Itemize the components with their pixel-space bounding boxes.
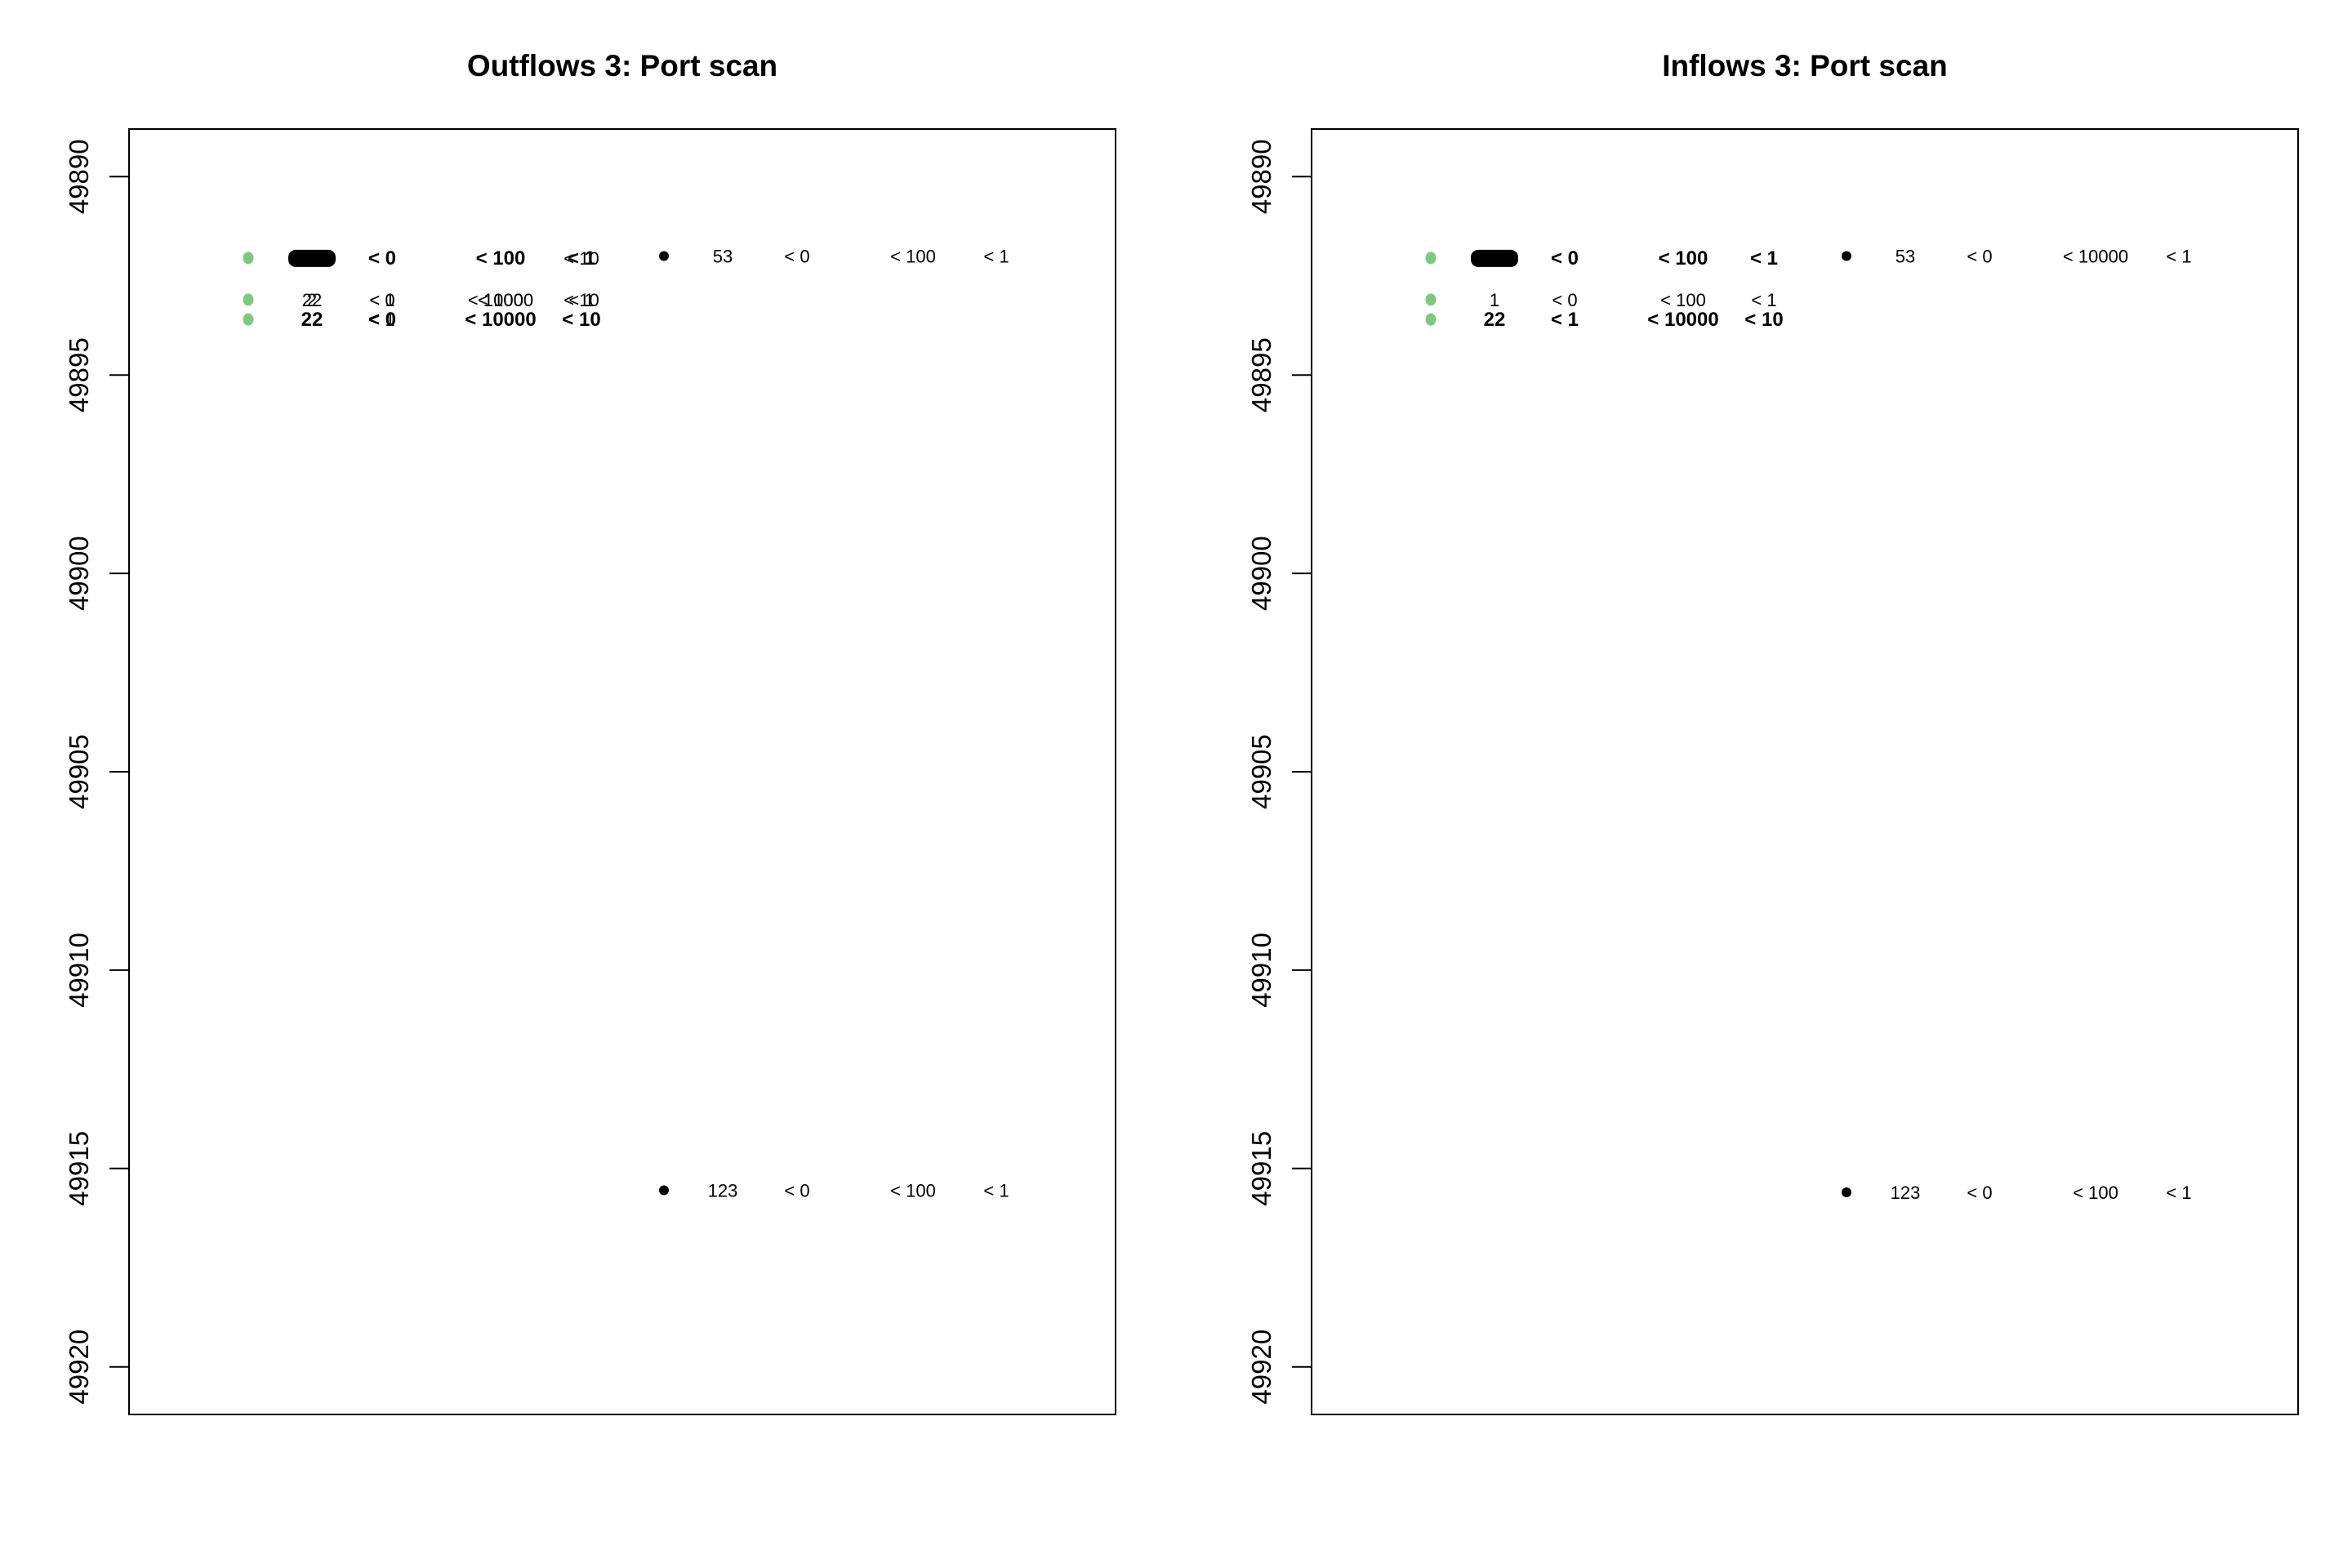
point-label: 22 — [301, 309, 323, 331]
point-label: < 1 — [369, 310, 394, 330]
outflows-title: Outflows 3: Port scan — [467, 49, 777, 82]
point-label: < 0 — [1967, 1183, 1992, 1203]
point-label: < 10000 — [1647, 309, 1718, 331]
y-tick-label: 49895 — [1246, 337, 1276, 412]
point-label: < 1 — [1750, 247, 1778, 270]
data-point — [243, 252, 254, 265]
overlapping-labels-blob — [288, 249, 336, 267]
y-tick-label: 49890 — [1246, 139, 1276, 214]
point-label: 2 — [307, 290, 317, 310]
data-point — [1425, 313, 1437, 326]
outflows-panel: Outflows 3: Port scan 49890 49895 49900 499… — [64, 49, 1116, 1415]
y-tick-label: 49920 — [1246, 1330, 1276, 1405]
point-label: < 0 — [1967, 246, 1992, 266]
y-tick-label: 49920 — [64, 1330, 94, 1405]
point-label: < 0 — [784, 1181, 809, 1201]
y-tick-label: 49905 — [64, 734, 94, 809]
y-tick-label: 49910 — [1246, 933, 1276, 1008]
y-tick-label: 49890 — [64, 139, 94, 214]
point-label: < 10000 — [465, 309, 536, 331]
point-label: < 1 — [2166, 1183, 2191, 1203]
data-point — [243, 293, 254, 306]
point-label: < 10000 — [2063, 246, 2128, 266]
point-label: < 100 — [2073, 1183, 2118, 1203]
point-label: < 10 — [564, 290, 599, 310]
y-tick-label: 49900 — [1246, 536, 1276, 611]
point-label: < 0 — [784, 246, 809, 266]
point-label: < 10000 — [468, 290, 533, 310]
point-label: < 100 — [476, 247, 526, 270]
y-tick-label: 49905 — [1246, 734, 1276, 809]
point-label: < 1 — [369, 290, 394, 310]
outflows-plot-frame — [128, 128, 1116, 1415]
point-label: < 100 — [1660, 290, 1706, 310]
point-label: 1 — [1490, 290, 1499, 310]
data-point — [1425, 252, 1437, 265]
inflows-panel: Inflows 3: Port scan 49890 49895 49900 4990… — [1246, 49, 2299, 1415]
inflows-plot-frame — [1311, 128, 2299, 1415]
point-label: 53 — [713, 246, 733, 266]
point-label: < 100 — [1659, 247, 1708, 270]
point-label: < 100 — [890, 1181, 936, 1201]
data-point — [1842, 251, 1851, 261]
point-label: < 1 — [568, 290, 594, 310]
y-tick-label: 49900 — [64, 536, 94, 611]
point-label: 123 — [1891, 1183, 1921, 1203]
y-tick-label: 49915 — [64, 1131, 94, 1206]
point-label: 22 — [1484, 309, 1506, 331]
point-label: < 0 — [368, 247, 396, 270]
data-point — [1425, 293, 1437, 306]
data-point — [659, 251, 669, 261]
point-label: 22 — [302, 290, 322, 310]
point-label: < 10 — [562, 309, 600, 331]
data-point — [243, 313, 254, 326]
point-label: < 1 — [568, 247, 595, 270]
point-label: 123 — [708, 1181, 738, 1201]
point-label: < 100 — [890, 246, 936, 266]
point-label: < 0 — [368, 309, 396, 331]
y-tick-label: 49910 — [64, 933, 94, 1008]
point-label: < 0 — [1551, 247, 1579, 270]
data-point — [659, 1185, 669, 1196]
point-label: < 1 — [1751, 290, 1776, 310]
point-label: < 0 — [369, 290, 394, 310]
point-label: < 1 — [983, 246, 1009, 266]
point-label: < 1 — [1551, 309, 1579, 331]
point-label: < 1 — [983, 1181, 1009, 1201]
point-label: 53 — [1895, 246, 1915, 266]
overlapping-labels-blob — [1471, 249, 1518, 267]
point-label: < 100 — [478, 290, 523, 310]
point-label: < 10 — [1744, 309, 1783, 331]
point-label: < 10 — [564, 248, 599, 269]
point-label: < 1 — [2166, 246, 2191, 266]
y-tick-label: 49915 — [1246, 1131, 1276, 1206]
y-tick-label: 49895 — [64, 337, 94, 412]
inflows-title: Inflows 3: Port scan — [1662, 49, 1948, 82]
point-label: < 0 — [1552, 290, 1577, 310]
data-point — [1842, 1187, 1851, 1197]
